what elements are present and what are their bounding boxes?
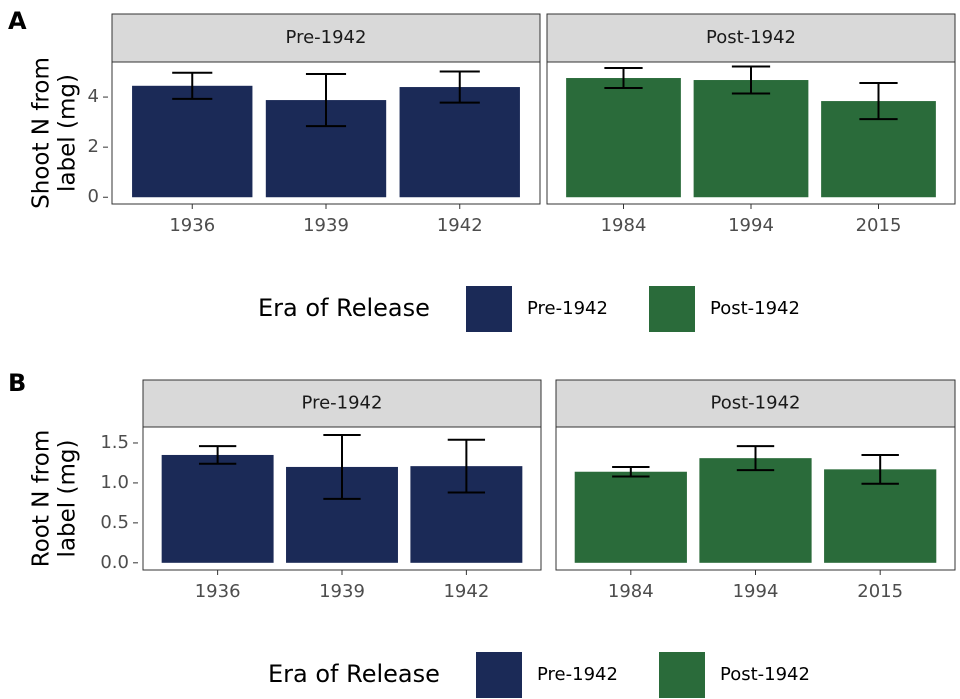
error-bar [859,82,898,121]
strip [555,379,956,428]
error-bar [323,433,361,500]
panel-border [111,61,541,205]
x-tick-label: 1984 [608,581,654,602]
x-tick-label: 1939 [319,581,365,602]
bar [699,458,812,563]
x-tick-label: 1994 [733,581,779,602]
legend-label: Post-1942 [720,664,810,685]
bar [693,80,809,198]
error-bar [439,70,480,104]
bar [132,85,253,198]
x-tick-label: 1936 [195,581,241,602]
bar [824,469,937,563]
y-tick-label: 0 [88,186,99,207]
x-tick-label: 1942 [437,215,483,236]
y-axis-title: Shoot N from [29,57,55,209]
strip [546,13,956,63]
x-tick-label: 1994 [728,215,774,236]
y-tick-label: 4 [88,86,99,107]
legend-label: Pre-1942 [527,298,608,319]
legend-swatch [649,286,695,332]
strip [142,379,542,428]
panel-border [546,61,956,205]
error-bar [198,445,237,465]
legend-label: Pre-1942 [537,664,618,685]
bar [161,454,274,563]
y-tick-label: 2 [88,136,99,157]
bar [566,78,681,198]
y-axis-title: label (mg) [55,440,81,558]
strip [111,13,541,63]
x-tick-label: 2015 [857,581,903,602]
y-axis-title: Root N from [29,430,55,567]
y-tick-label: 0.0 [100,552,129,573]
strip-label: Post-1942 [711,393,801,414]
x-tick-label: 2015 [856,215,902,236]
legend-title: Era of Release [258,294,430,322]
error-bar [172,71,213,100]
legend-swatch [659,652,705,698]
legend-title: Era of Release [268,660,440,688]
y-tick-label: 1.5 [100,432,129,453]
strip-label: Post-1942 [706,27,796,48]
y-tick-label: 0.5 [100,512,129,533]
error-bar [305,73,347,128]
panel-border [142,426,542,571]
error-bar [612,465,650,478]
panel-border [555,426,956,571]
error-bar [731,65,771,95]
x-tick-label: 1939 [303,215,349,236]
panel-label: B [8,369,26,397]
strip-label: Pre-1942 [286,27,367,48]
error-bar [861,453,899,485]
legend-swatch [466,286,512,332]
y-axis-title: label (mg) [55,74,81,192]
error-bar [604,67,643,90]
x-tick-label: 1942 [443,581,489,602]
error-bar [736,445,775,472]
legend-swatch [476,652,522,698]
legend-label: Post-1942 [710,298,800,319]
error-bar [447,438,486,494]
strip-label: Pre-1942 [302,393,383,414]
y-tick-label: 1.0 [100,472,129,493]
bar [399,87,520,198]
x-tick-label: 1984 [601,215,647,236]
x-tick-label: 1936 [169,215,215,236]
panel-label: A [8,7,27,35]
bar [574,471,687,563]
